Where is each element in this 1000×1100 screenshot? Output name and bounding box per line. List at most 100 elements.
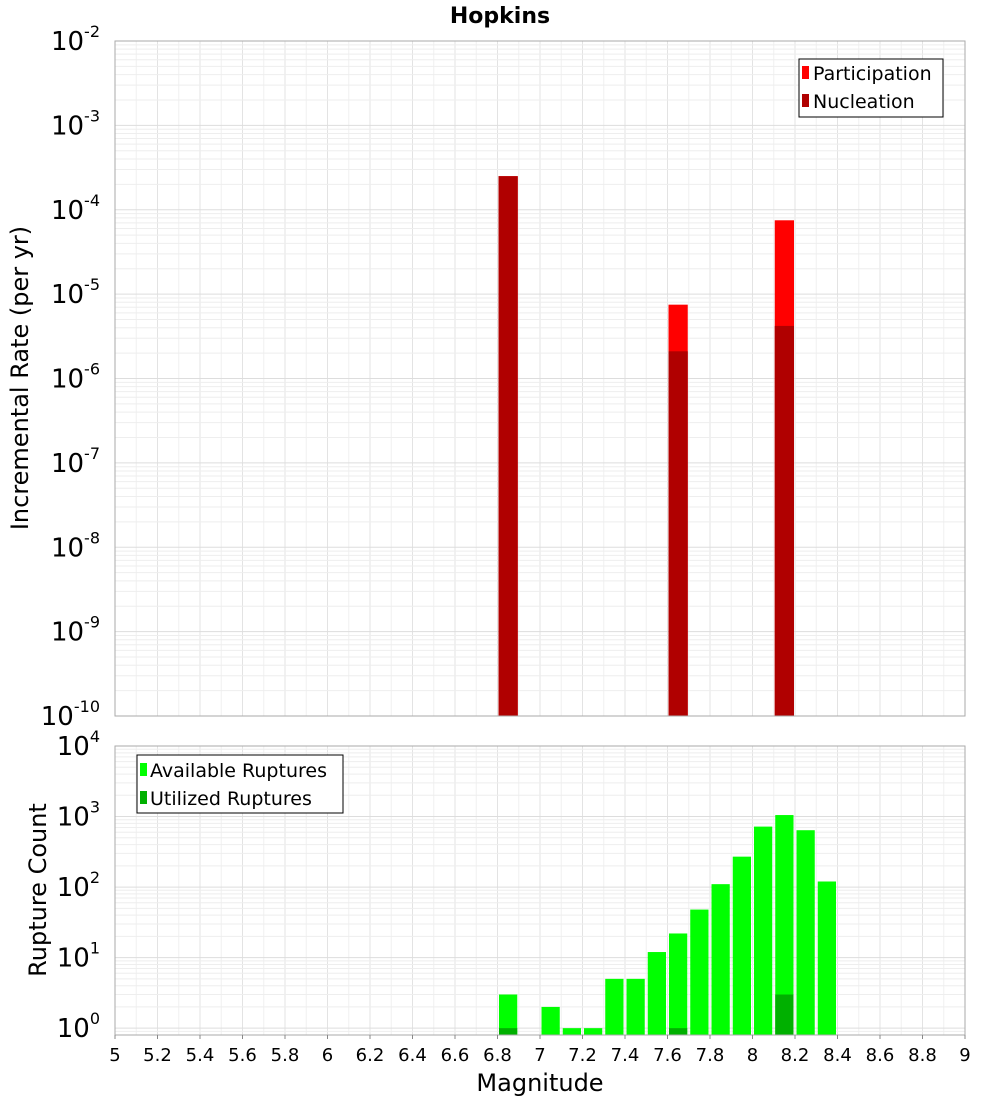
bar-nucleation (774, 325, 794, 716)
top-plot-frame (114, 40, 966, 717)
bar-available-ruptures (775, 815, 794, 1035)
y-tick-base: 10 (57, 944, 90, 974)
x-tick-label: 8.2 (781, 1045, 810, 1066)
legend-label-utilized-ruptures: Utilized Ruptures (150, 788, 312, 810)
x-tick-label: 7.2 (568, 1045, 597, 1066)
x-tick-label: 8.6 (866, 1045, 895, 1066)
y-tick-label: 103 (57, 798, 100, 833)
y-tick-text: 100 (57, 1009, 100, 1044)
x-axis-label: Magnitude (476, 1069, 603, 1097)
bar-available-ruptures (584, 1028, 603, 1035)
top-y-axis-label: Incremental Rate (per yr) (6, 226, 34, 530)
legend-swatch-nucleation (802, 94, 809, 107)
legend-swatch-utilized-ruptures (140, 791, 147, 804)
x-tick-label: 6.4 (398, 1045, 427, 1066)
bar-available-ruptures (647, 952, 666, 1035)
y-tick-text: 102 (57, 868, 100, 903)
bar-available-ruptures (541, 1006, 560, 1035)
legend-label-nucleation: Nucleation (813, 91, 915, 113)
x-tick-label: 5 (109, 1045, 120, 1066)
y-tick-text: 10-5 (51, 275, 100, 310)
x-tick-label: 6.8 (483, 1045, 512, 1066)
bottom-legend: Available Ruptures Utilized Ruptures (136, 754, 344, 814)
y-tick-label: 10-7 (51, 444, 100, 479)
y-tick-base: 10 (51, 111, 84, 141)
top-legend-box (798, 58, 944, 118)
y-tick-base: 10 (51, 196, 84, 226)
top-bars (498, 176, 794, 717)
y-tick-base: 10 (51, 365, 84, 395)
x-tick-label: 7 (534, 1045, 545, 1066)
x-tick-label: 5.4 (186, 1045, 215, 1066)
y-tick-exponent: 2 (90, 868, 100, 887)
y-tick-label: 10-5 (51, 275, 100, 310)
y-tick-exponent: -9 (84, 613, 100, 632)
x-tick-label: 9 (959, 1045, 970, 1066)
x-tick-label: 7.6 (653, 1045, 682, 1066)
x-tick-label: 8.4 (823, 1045, 852, 1066)
y-tick-text: 10-10 (41, 697, 100, 732)
y-tick-label: 10-3 (51, 106, 100, 141)
y-tick-label: 10-4 (51, 191, 100, 226)
y-tick-exponent: -7 (84, 444, 100, 463)
y-tick-text: 10-9 (51, 613, 100, 648)
y-tick-exponent: -6 (84, 360, 100, 379)
y-tick-label: 10-2 (51, 22, 100, 57)
chart-title: Hopkins (450, 4, 550, 29)
x-tick-label: 5.2 (143, 1045, 172, 1066)
y-tick-label: 10-8 (51, 528, 100, 563)
x-tick-label: 6 (322, 1045, 333, 1066)
bar-available-ruptures (669, 933, 688, 1035)
x-tick-label: 6.2 (356, 1045, 385, 1066)
y-tick-exponent: -4 (84, 191, 100, 210)
bar-available-ruptures (711, 884, 730, 1035)
x-tick-label: 7.8 (696, 1045, 725, 1066)
x-tick-label: 5.8 (271, 1045, 300, 1066)
y-tick-base: 10 (57, 1014, 90, 1044)
y-tick-exponent: -8 (84, 528, 100, 547)
y-tick-base: 10 (51, 533, 84, 563)
legend-swatch-available-ruptures (140, 763, 147, 776)
x-tick-label: 8 (747, 1045, 758, 1066)
bar-available-ruptures (690, 909, 709, 1035)
bar-nucleation (668, 351, 688, 716)
y-tick-base: 10 (51, 280, 84, 310)
y-tick-text: 103 (57, 798, 100, 833)
bar-utilized-ruptures (669, 1028, 688, 1035)
y-tick-label: 10-9 (51, 613, 100, 648)
y-tick-text: 10-4 (51, 191, 100, 226)
y-tick-label: 102 (57, 868, 100, 903)
y-tick-text: 10-6 (51, 360, 100, 395)
y-tick-exponent: -3 (84, 106, 100, 125)
bar-available-ruptures (817, 881, 836, 1035)
bottom-bars (499, 815, 836, 1035)
bar-available-ruptures (605, 978, 624, 1035)
bar-available-ruptures (754, 826, 773, 1035)
y-tick-text: 10-3 (51, 106, 100, 141)
bottom-legend-box (136, 754, 344, 814)
bar-available-ruptures (796, 830, 815, 1035)
bar-available-ruptures (562, 1028, 581, 1035)
x-tick-label: 6.6 (441, 1045, 470, 1066)
bar-utilized-ruptures (775, 994, 794, 1035)
bar-available-ruptures (732, 856, 751, 1035)
y-tick-label: 100 (57, 1009, 100, 1044)
y-tick-exponent: 4 (90, 727, 100, 746)
bar-available-ruptures (499, 994, 518, 1035)
legend-label-available-ruptures: Available Ruptures (150, 760, 327, 782)
top-grid (114, 40, 966, 717)
y-tick-base: 10 (57, 873, 90, 903)
bar-utilized-ruptures (499, 1028, 518, 1035)
y-tick-base: 10 (51, 449, 84, 479)
x-tick-label: 8.8 (908, 1045, 937, 1066)
y-tick-base: 10 (57, 732, 90, 762)
y-tick-base: 10 (51, 27, 84, 57)
legend-label-participation: Participation (813, 63, 932, 85)
y-tick-base: 10 (57, 803, 90, 833)
y-tick-exponent: 1 (90, 939, 100, 958)
